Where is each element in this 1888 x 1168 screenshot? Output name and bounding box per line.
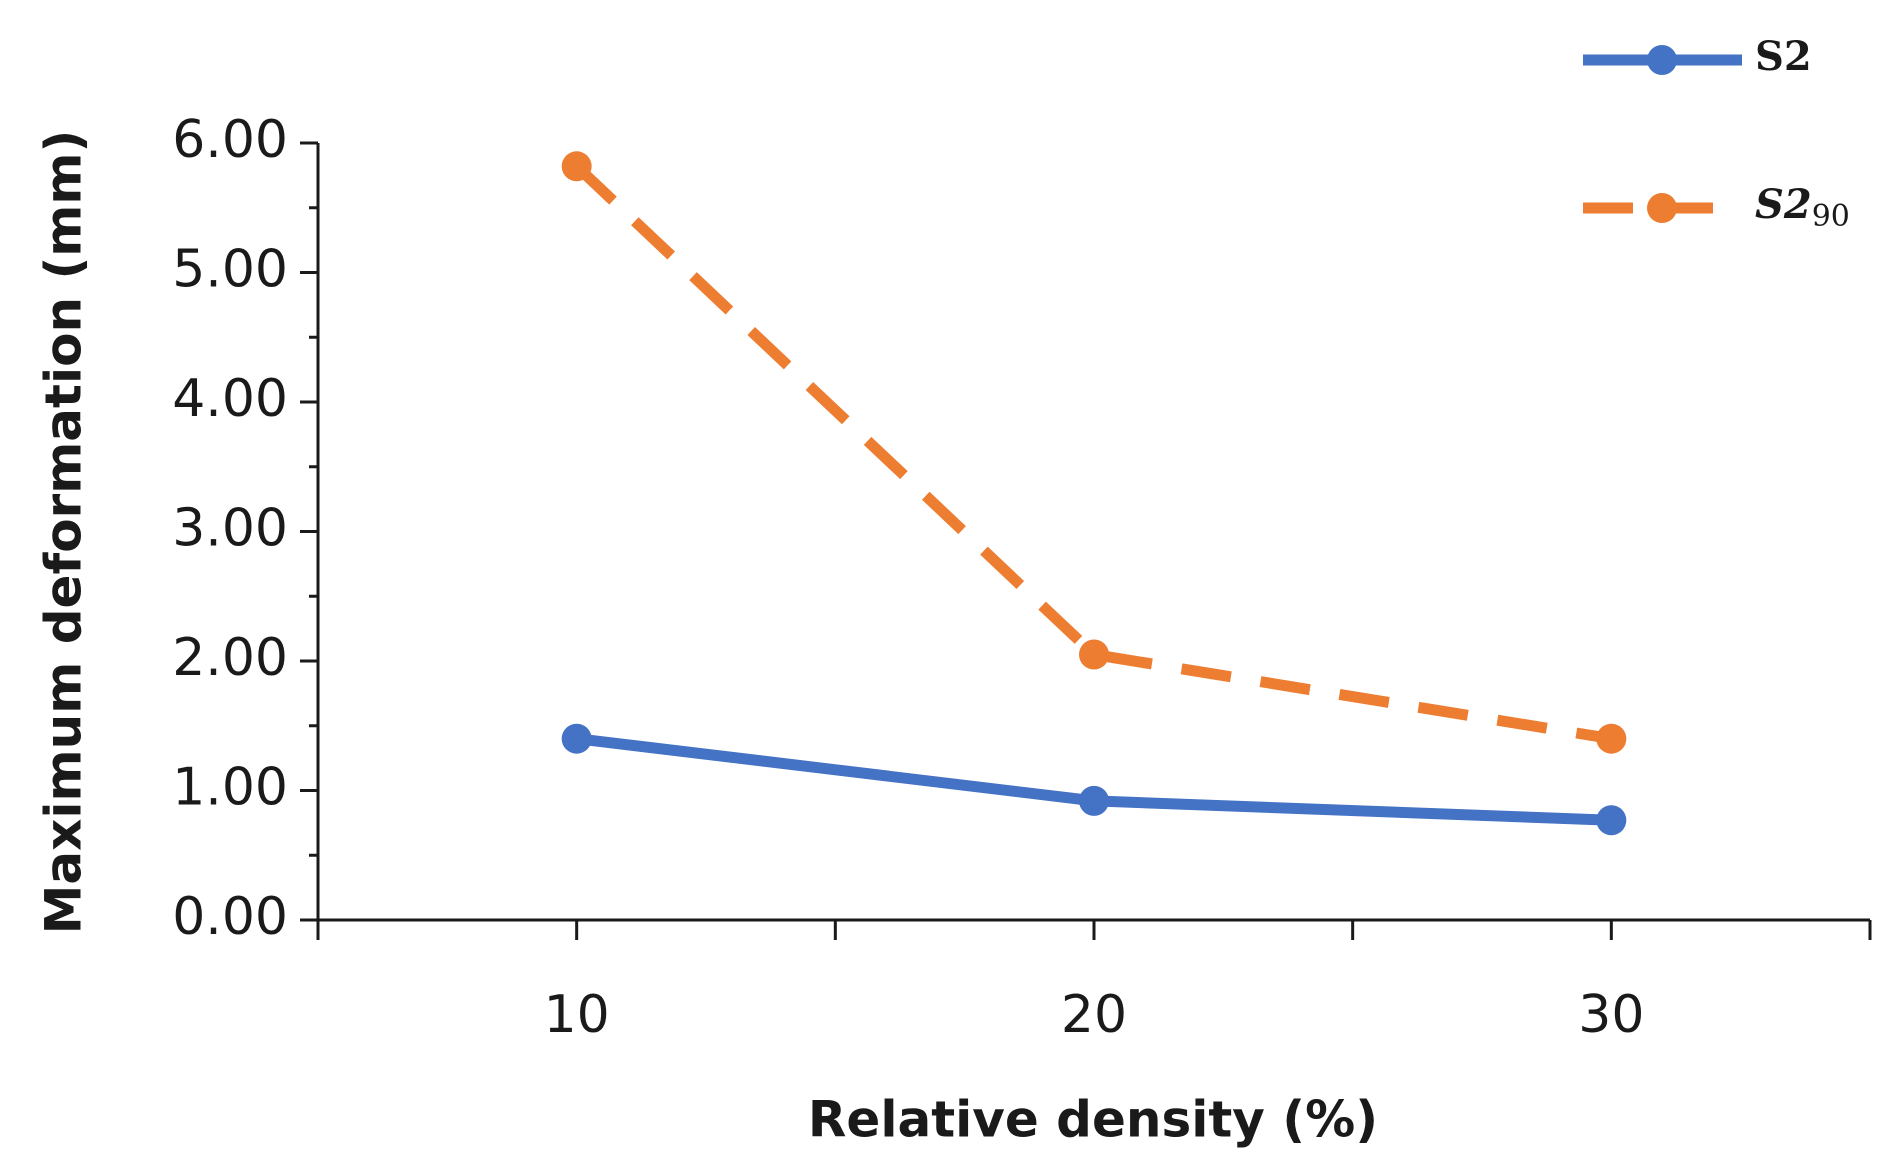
- marker: [1079, 785, 1109, 816]
- x-tick-label: 10: [544, 985, 610, 1045]
- x-axis-title: Relative density (%): [808, 1091, 1378, 1149]
- marker: [1596, 723, 1627, 754]
- x-tick-label: 30: [1578, 985, 1644, 1045]
- y-axis-title: Maximum deformation (mm): [35, 130, 93, 935]
- marker: [561, 723, 592, 754]
- y-tick-label: 4.00: [172, 369, 288, 429]
- y-tick-label: 2.00: [172, 628, 288, 688]
- y-tick-label: 5.00: [172, 240, 288, 300]
- marker: [1079, 639, 1109, 670]
- legend-name: S2: [1755, 181, 1812, 228]
- legend-marker: [1647, 45, 1677, 75]
- legend-label: S290: [1755, 181, 1850, 234]
- legend-label: S2: [1755, 33, 1812, 80]
- y-tick-label: 3.00: [172, 499, 288, 559]
- legend-name: S2: [1755, 33, 1812, 80]
- marker: [1596, 805, 1627, 836]
- marker: [561, 151, 592, 182]
- y-tick-label: 0.00: [172, 887, 288, 947]
- x-tick-label: 20: [1061, 985, 1127, 1045]
- legend-marker: [1647, 193, 1677, 223]
- y-tick-label: 1.00: [172, 758, 288, 818]
- y-tick-label: 6.00: [172, 110, 288, 170]
- series-line: [572, 162, 1613, 745]
- legend-subscript: 90: [1812, 199, 1850, 234]
